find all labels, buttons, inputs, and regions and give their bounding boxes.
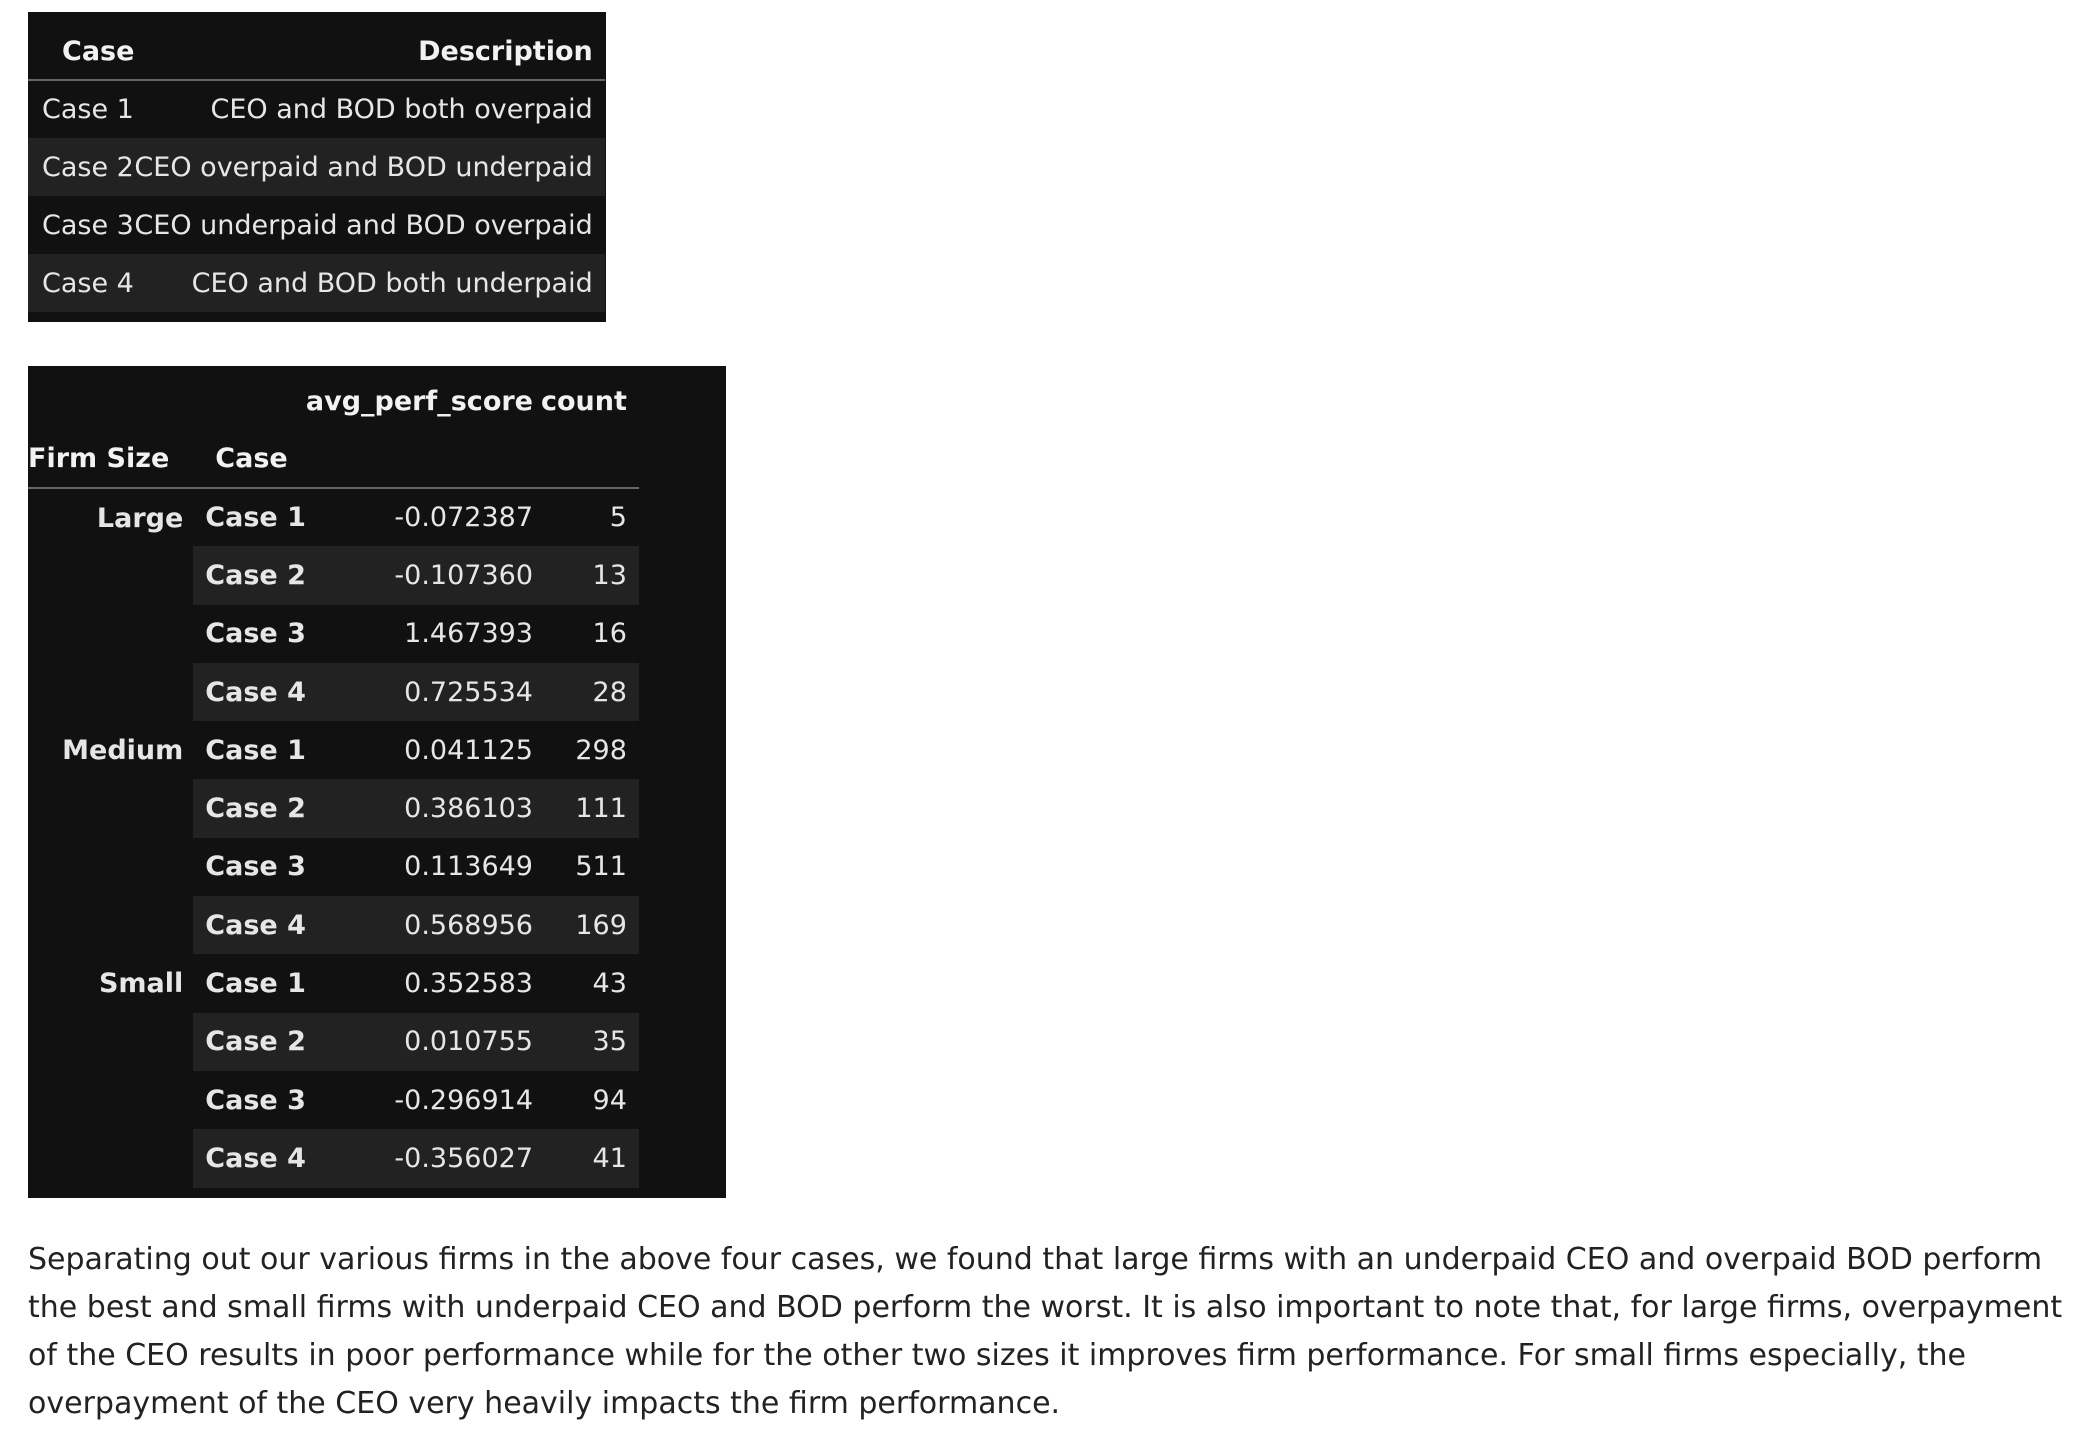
table-row: Case 2 -0.107360 13 xyxy=(28,546,639,605)
case-cell: Case 3 xyxy=(205,1084,306,1116)
count-cell: 35 xyxy=(541,1012,639,1071)
table-row: Large Case 1 -0.072387 5 xyxy=(28,488,639,546)
score-cell: 1.467393 xyxy=(404,618,533,650)
table-row: Case 2 0.010755 35 xyxy=(28,1012,639,1071)
performance-table: avg_perf_score count Firm Size Case Larg… xyxy=(28,372,639,1188)
case-cell: Case 1 xyxy=(205,968,306,1000)
case-cell: Case 2 xyxy=(193,546,306,605)
count-cell: 43 xyxy=(592,968,627,1000)
perf-column-header-row: avg_perf_score count xyxy=(28,372,639,430)
case-cell: Case 1 xyxy=(42,94,134,125)
count-cell: 28 xyxy=(541,662,639,722)
firm-size-cell: Medium xyxy=(62,735,184,767)
table-row: Case 4 -0.356027 41 xyxy=(28,1129,639,1188)
perf-header-blank xyxy=(193,372,306,430)
table-row: Case 1 CEO and BOD both overpaid xyxy=(28,80,605,138)
table-row: Small Case 1 0.352583 43 xyxy=(28,954,639,1012)
table-row: Case 2 CEO overpaid and BOD underpaid xyxy=(28,138,605,196)
case-cell: Case 2 xyxy=(28,138,135,196)
perf-header-blank xyxy=(28,372,193,430)
score-cell: 0.010755 xyxy=(305,1012,541,1071)
score-cell: 0.041125 xyxy=(404,734,533,766)
table-row: Medium Case 1 0.041125 298 xyxy=(28,721,639,779)
summary-paragraph: Separating out our various firms in the … xyxy=(28,1242,2063,1421)
score-cell: -0.107360 xyxy=(305,546,541,605)
table-row: Case 4 CEO and BOD both underpaid xyxy=(28,254,605,312)
count-cell: 16 xyxy=(592,618,627,650)
table-row: Case 2 0.386103 111 xyxy=(28,779,639,838)
description-cell: CEO and BOD both underpaid xyxy=(134,254,605,312)
score-cell: -0.296914 xyxy=(394,1084,533,1116)
firm-size-cell: Small xyxy=(98,968,184,1000)
table-row: Case 3 -0.296914 94 xyxy=(28,1071,639,1129)
case-cell: Case 3 xyxy=(205,618,306,650)
score-cell: 0.725534 xyxy=(305,662,541,722)
case-cell: Case 4 xyxy=(193,896,306,955)
cases-header-description: Description xyxy=(134,23,605,81)
case-cell: Case 4 xyxy=(193,1129,306,1188)
score-cell: 0.352583 xyxy=(404,968,533,1000)
case-cell: Case 2 xyxy=(193,1012,306,1071)
perf-header-score: avg_perf_score xyxy=(305,385,533,417)
case-cell: Case 2 xyxy=(193,779,306,838)
count-cell: 94 xyxy=(592,1084,627,1116)
score-cell: 0.568956 xyxy=(305,896,541,955)
count-cell: 111 xyxy=(541,779,639,838)
cases-table-header-row: Case Description xyxy=(28,23,605,81)
cases-table: Case Description Case 1 CEO and BOD both… xyxy=(28,23,605,312)
case-cell: Case 1 xyxy=(205,502,306,534)
count-cell: 41 xyxy=(541,1129,639,1188)
firm-size-cell: Large xyxy=(96,503,184,534)
case-cell: Case 3 xyxy=(42,209,134,241)
cases-header-case: Case xyxy=(28,23,135,81)
perf-header-case: Case xyxy=(193,430,306,489)
score-cell: -0.072387 xyxy=(394,502,533,534)
table-row: Case 3 0.113649 511 xyxy=(28,838,639,896)
description-cell: CEO and BOD both overpaid xyxy=(210,94,593,125)
case-cell: Case 4 xyxy=(28,254,135,312)
perf-index-header-row: Firm Size Case xyxy=(28,430,639,489)
performance-table-panel: avg_perf_score count Firm Size Case Larg… xyxy=(28,366,726,1198)
score-cell: 0.113649 xyxy=(404,851,533,883)
table-row: Case 4 0.725534 28 xyxy=(28,662,639,722)
count-cell: 5 xyxy=(609,502,627,534)
case-cell: Case 1 xyxy=(205,734,306,766)
cases-table-panel: Case Description Case 1 CEO and BOD both… xyxy=(28,12,606,322)
count-cell: 511 xyxy=(575,851,627,883)
case-cell: Case 3 xyxy=(205,851,306,883)
score-cell: 0.386103 xyxy=(305,779,541,838)
table-row: Case 4 0.568956 169 xyxy=(28,896,639,955)
count-cell: 13 xyxy=(541,546,639,605)
score-cell: -0.356027 xyxy=(305,1129,541,1188)
case-cell: Case 4 xyxy=(193,662,306,722)
table-row: Case 3 CEO underpaid and BOD overpaid xyxy=(28,196,605,254)
perf-header-firm-size: Firm Size xyxy=(28,430,194,489)
description-cell: CEO underpaid and BOD overpaid xyxy=(134,209,593,241)
count-cell: 169 xyxy=(541,896,639,955)
description-cell: CEO overpaid and BOD underpaid xyxy=(134,138,605,196)
perf-header-count: count xyxy=(541,385,627,417)
table-row: Case 3 1.467393 16 xyxy=(28,605,639,663)
count-cell: 298 xyxy=(575,734,627,766)
